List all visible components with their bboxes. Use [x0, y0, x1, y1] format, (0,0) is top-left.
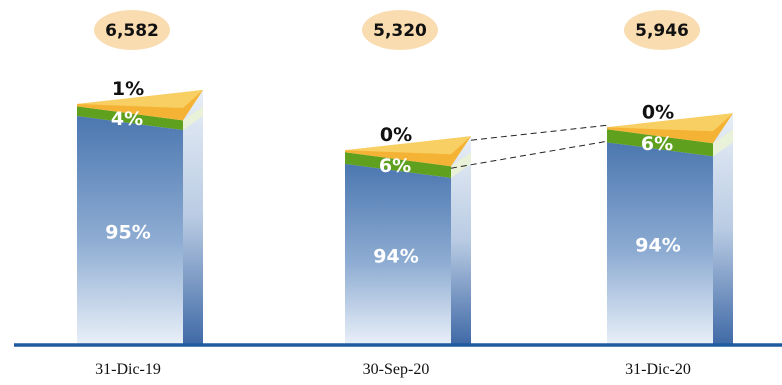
- connector-line-lower: [450, 140, 608, 169]
- segment-label-mid: 4%: [111, 108, 143, 130]
- bar-side-face: [451, 136, 471, 345]
- bar-segment-main: [77, 116, 183, 345]
- bar-segment-mid: [77, 106, 183, 131]
- bar-top-face: [345, 136, 471, 155]
- category-label: 31-Dic-20: [625, 361, 691, 378]
- segment-label-main: 94%: [635, 235, 680, 257]
- connector-line-upper: [470, 124, 608, 141]
- bar-top-face: [77, 90, 203, 108]
- segment-label-top: 0%: [380, 124, 412, 146]
- bar-segment-mid: [345, 152, 451, 178]
- category-label: 30-Sep-20: [363, 361, 430, 378]
- bar-segment-mid-side: [713, 129, 733, 157]
- segment-label-top: 0%: [642, 101, 674, 123]
- category-label: 31-Dic-19: [95, 361, 161, 378]
- bar-segment-main: [345, 163, 451, 345]
- bar-side-face: [713, 113, 733, 346]
- total-label: 5,320: [373, 21, 427, 41]
- segment-label-main: 95%: [105, 222, 150, 244]
- bar-top-face: [607, 113, 733, 132]
- total-label: 6,582: [105, 21, 159, 41]
- total-label: 5,946: [635, 21, 689, 41]
- total-bubble: [362, 10, 438, 50]
- total-bubble: [94, 10, 170, 50]
- segment-label-top: 1%: [112, 78, 144, 100]
- bar-side-face: [183, 90, 203, 345]
- bar-segment-main: [607, 142, 713, 345]
- total-bubble: [624, 10, 700, 50]
- bar-segment-mid-side: [451, 152, 471, 178]
- bar-segment-mid: [607, 129, 713, 157]
- segment-label-main: 94%: [373, 245, 418, 267]
- segment-label-mid: 6%: [641, 133, 673, 155]
- segment-label-mid: 6%: [379, 155, 411, 177]
- bar-segment-mid-side: [183, 106, 203, 131]
